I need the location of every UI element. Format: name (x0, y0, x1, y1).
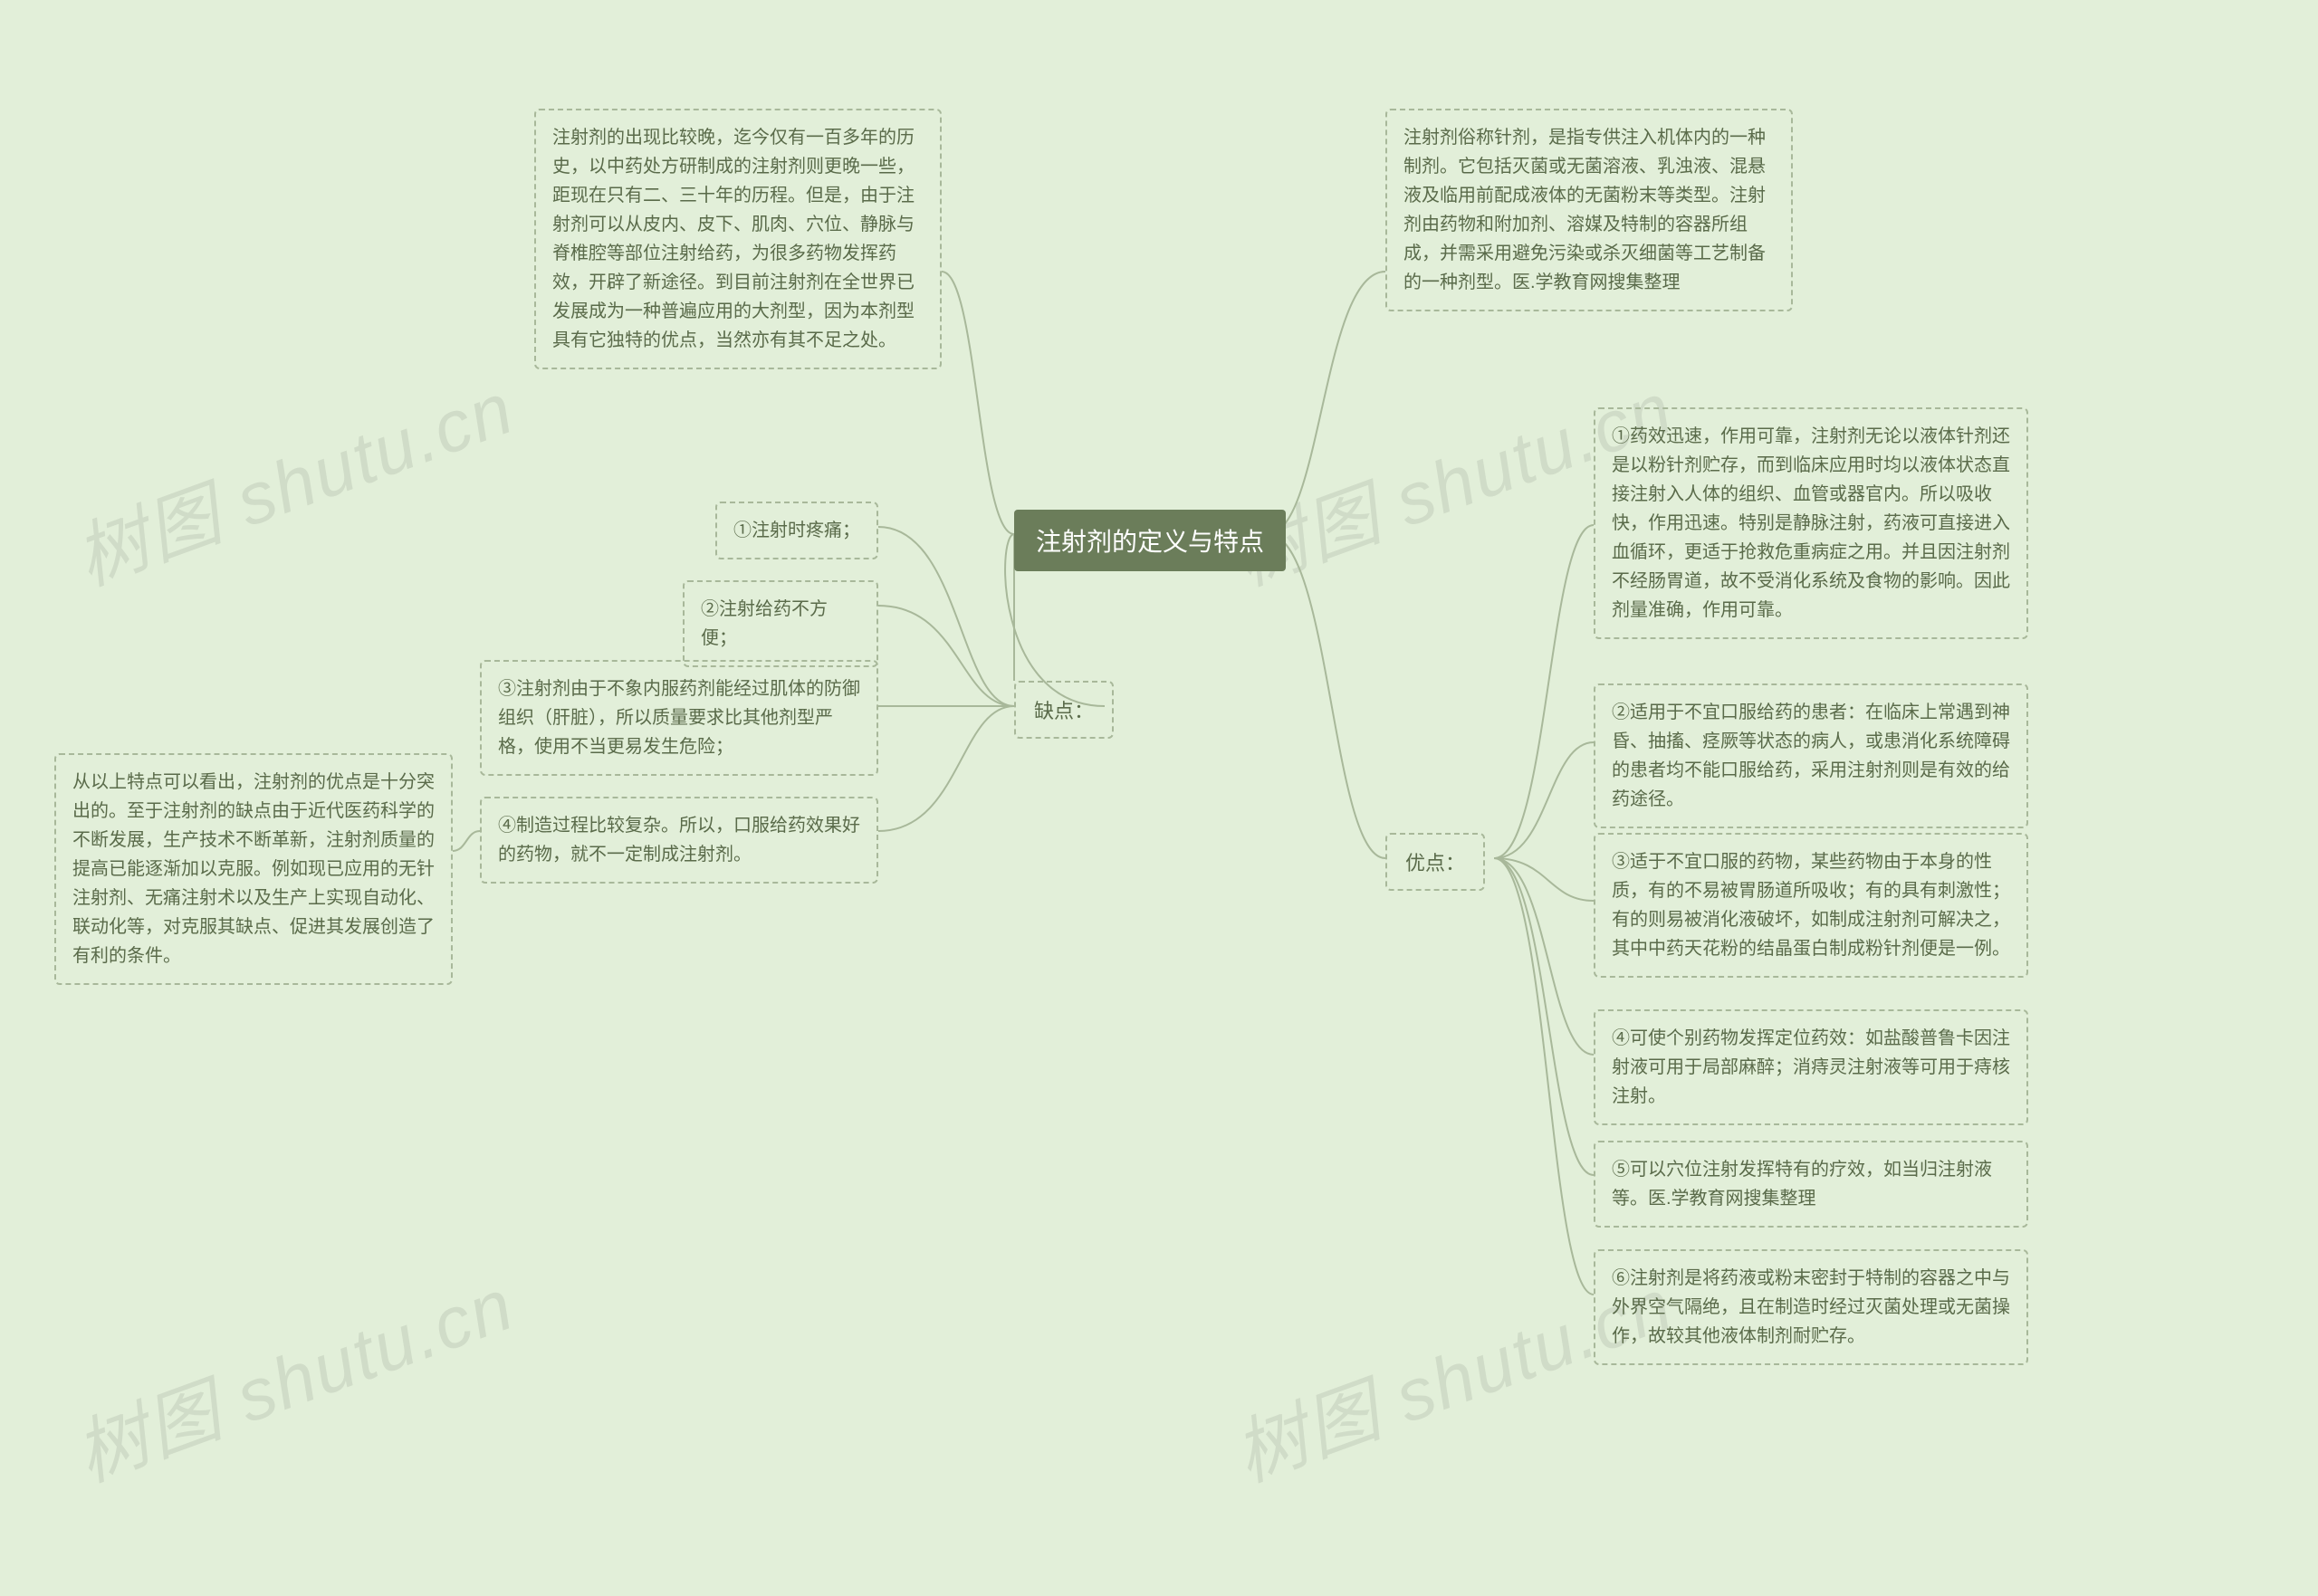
advantage-item[interactable]: ①药效迅速，作用可靠，注射剂无论以液体针剂还是以粉针剂贮存，而到临床应用时均以液… (1594, 407, 2028, 639)
disadvantage-item[interactable]: ②注射给药不方便； (683, 580, 878, 667)
advantage-item[interactable]: ②适用于不宜口服给药的患者：在临床上常遇到神昏、抽搐、痉厥等状态的病人，或患消化… (1594, 683, 2028, 828)
advantage-item[interactable]: ⑤可以穴位注射发挥特有的疗效，如当归注射液等。医.学教育网搜集整理 (1594, 1141, 2028, 1228)
disadvantage-item[interactable]: ④制造过程比较复杂。所以，口服给药效果好的药物，就不一定制成注射剂。 (480, 797, 878, 884)
advantage-item[interactable]: ④可使个别药物发挥定位药效：如盐酸普鲁卡因注射液可用于局部麻醉；消痔灵注射液等可… (1594, 1009, 2028, 1125)
disadvantage-item[interactable]: ③注射剂由于不象内服药剂能经过肌体的防御组织（肝脏），所以质量要求比其他剂型严格… (480, 660, 878, 776)
root-node[interactable]: 注射剂的定义与特点 (1014, 510, 1286, 571)
advantage-item[interactable]: ⑥注射剂是将药液或粉末密封于特制的容器之中与外界空气隔绝，且在制造时经过灭菌处理… (1594, 1249, 2028, 1365)
summary-node[interactable]: 从以上特点可以看出，注射剂的优点是十分突出的。至于注射剂的缺点由于近代医药科学的… (54, 753, 453, 985)
disadvantages-branch[interactable]: 缺点： (1014, 681, 1114, 739)
advantages-branch[interactable]: 优点： (1385, 833, 1485, 891)
disadvantage-item[interactable]: ①注射时疼痛； (715, 502, 878, 559)
watermark: 树图 shutu.cn (59, 350, 526, 606)
history-node[interactable]: 注射剂的出现比较晚，迄今仅有一百多年的历史，以中药处方研制成的注射剂则更晚一些，… (534, 109, 942, 369)
advantage-item[interactable]: ③适于不宜口服的药物，某些药物由于本身的性质，有的不易被胃肠道所吸收；有的具有刺… (1594, 833, 2028, 978)
watermark: 树图 shutu.cn (59, 1247, 526, 1502)
definition-node[interactable]: 注射剂俗称针剂，是指专供注入机体内的一种制剂。它包括灭菌或无菌溶液、乳浊液、混悬… (1385, 109, 1793, 311)
